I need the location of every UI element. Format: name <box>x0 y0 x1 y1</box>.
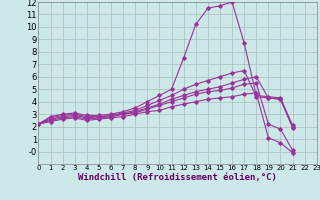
X-axis label: Windchill (Refroidissement éolien,°C): Windchill (Refroidissement éolien,°C) <box>78 173 277 182</box>
